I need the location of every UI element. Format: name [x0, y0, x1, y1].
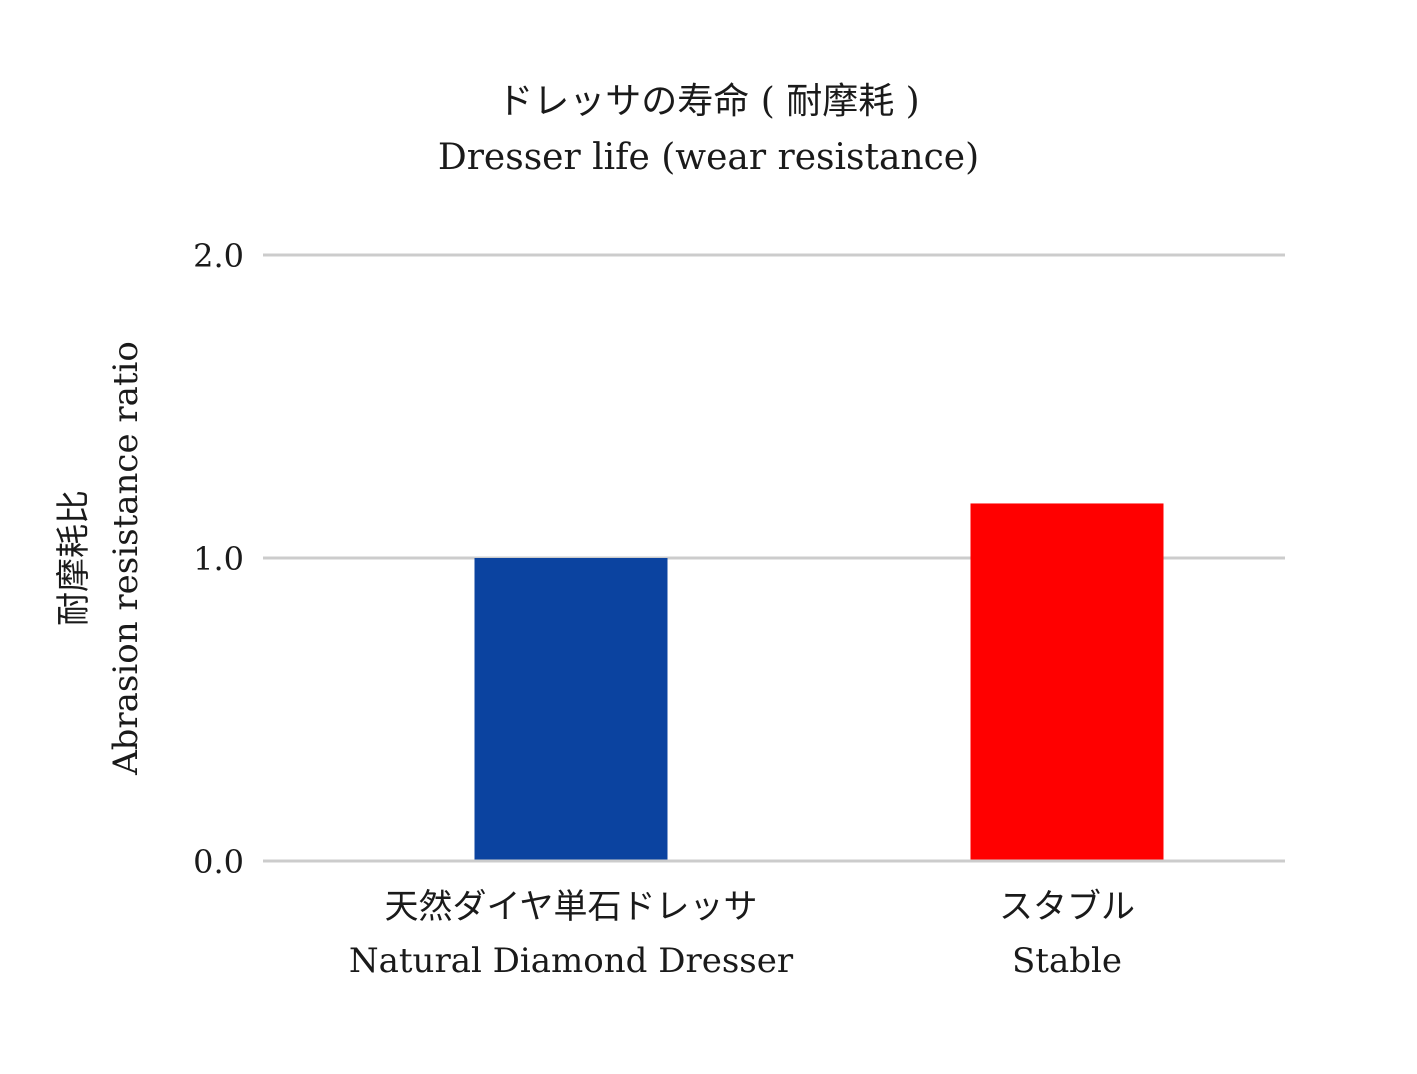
- y-tick-label: 1.0: [193, 540, 244, 578]
- x-tick-label-ja: スタブル: [999, 887, 1135, 927]
- chart-title: ドレッサの寿命 ( 耐摩耗 ): [497, 81, 920, 122]
- chart-subtitle: Dresser life (wear resistance): [437, 137, 980, 178]
- y-tick-label: 2.0: [193, 237, 244, 275]
- bar: [970, 503, 1164, 861]
- x-tick-label-en: Natural Diamond Dresser: [349, 941, 794, 981]
- y-tick-label: 0.0: [193, 843, 244, 881]
- bar: [474, 558, 668, 861]
- x-tick-label-ja: 天然ダイヤ単石ドレッサ: [385, 887, 758, 927]
- x-tick-label-en: Stable: [1012, 941, 1122, 981]
